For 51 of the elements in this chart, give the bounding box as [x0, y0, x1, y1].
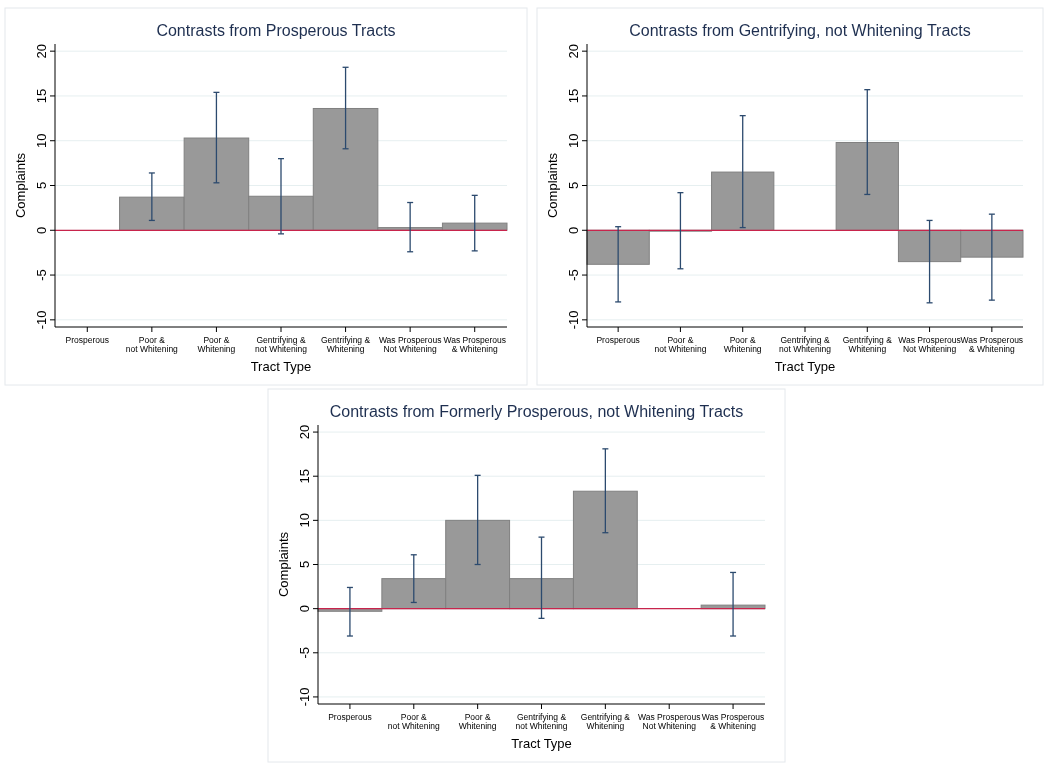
y-tick-label: 0: [34, 226, 49, 234]
x-tick-label: Was Prosperous Not Whitening: [898, 335, 961, 354]
y-tick-label: -10: [297, 687, 312, 707]
x-axis-title: Tract Type: [774, 359, 836, 374]
y-tick-label: -5: [297, 647, 312, 659]
x-tick-label: Gentrifying & not Whitening: [255, 335, 308, 354]
x-tick-label: Gentrifying & Whitening: [842, 335, 893, 354]
x-tick-label: Gentrifying & Whitening: [321, 335, 371, 354]
x-tick-label: Was Prosperous Not Whitening: [637, 712, 701, 731]
x-axis-title: Tract Type: [511, 736, 572, 751]
y-tick-label: 20: [297, 424, 312, 440]
y-tick-label: 15: [297, 468, 312, 484]
y-tick-label: -10: [34, 310, 49, 330]
x-tick-label: Poor & Whitening: [197, 335, 236, 354]
chart-title: Contrasts from Gentrifying, not Whitening Tracts: [629, 22, 971, 39]
x-tick-label: Gentrifying & not Whitening: [779, 335, 832, 354]
y-tick-label: 5: [566, 181, 581, 190]
x-tick-label: Gentrifying & Whitening: [580, 712, 631, 731]
y-tick-label: 5: [297, 560, 312, 569]
y-tick-label: 0: [297, 605, 312, 613]
x-tick-label: Gentrifying & not Whitening: [515, 712, 568, 731]
y-tick-label: 15: [34, 88, 49, 104]
y-axis-title: Complaints: [545, 152, 560, 219]
y-tick-label: -5: [566, 269, 581, 281]
x-tick-label: Was Prosperous & Whitening: [443, 335, 506, 354]
x-tick-label: Poor & Whitening: [458, 712, 497, 731]
y-tick-label: 10: [297, 513, 312, 528]
y-tick-label: -10: [566, 310, 581, 330]
x-tick-label: Prosperous: [328, 712, 372, 722]
x-tick-label: Prosperous: [65, 335, 110, 345]
chart-title: Contrasts from Prosperous Tracts: [156, 22, 396, 39]
x-tick-label: Poor & not Whitening: [125, 335, 179, 354]
x-tick-label: Poor & Whitening: [723, 335, 762, 354]
y-axis-title: Complaints: [13, 152, 28, 219]
x-tick-label: Was Prosperous & Whitening: [701, 712, 765, 731]
x-axis-title: Tract Type: [250, 359, 312, 374]
y-tick-label: -5: [34, 269, 49, 281]
y-tick-label: 20: [34, 43, 49, 59]
x-tick-label: Poor & not Whitening: [654, 335, 707, 354]
y-tick-label: 20: [566, 43, 581, 59]
y-tick-label: 15: [566, 88, 581, 104]
y-tick-label: 10: [566, 133, 581, 148]
y-tick-label: 0: [566, 226, 581, 234]
x-tick-label: Poor & not Whitening: [387, 712, 441, 731]
x-tick-label: Prosperous: [596, 335, 640, 345]
y-tick-label: 10: [34, 133, 49, 148]
x-tick-label: Was Prosperous & Whitening: [960, 335, 1024, 354]
y-axis-title: Complaints: [276, 531, 291, 598]
chart-title: Contrasts from Formerly Prosperous, not Whitening Tracts: [329, 403, 744, 420]
x-tick-label: Was Prosperous Not Whitening: [378, 335, 442, 354]
y-tick-label: 5: [34, 181, 49, 190]
